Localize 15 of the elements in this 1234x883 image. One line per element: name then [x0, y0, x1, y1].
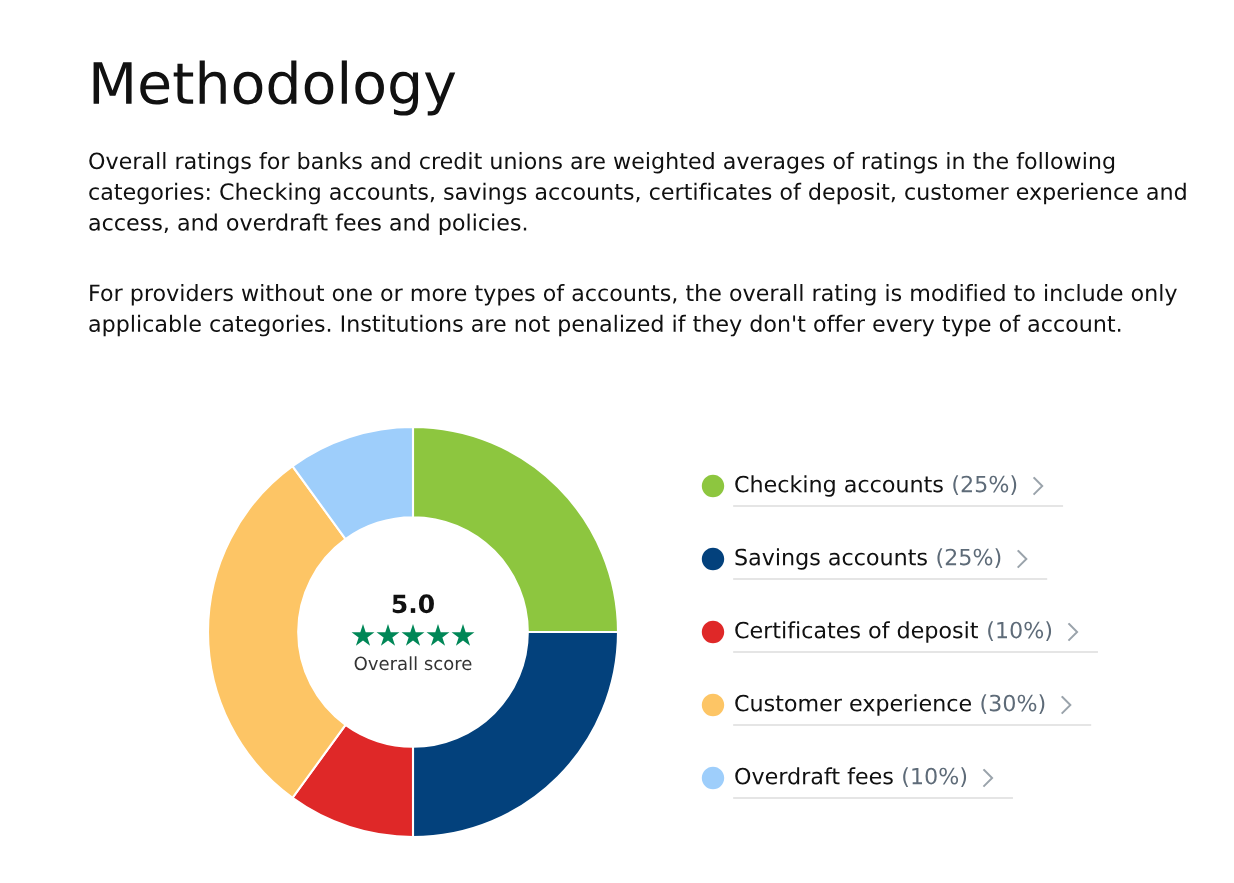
text: For providers without one or more types of accounts, the overall rating is modified to include only applicable categories. Institutions are not penalized if they don't offer every type of account.	[89, 284, 1177, 337]
legend-label: Certificates of deposit	[735, 621, 978, 643]
data-label: (25%)	[953, 475, 1017, 496]
legend-label: Savings accounts	[735, 548, 927, 570]
legend-label: Overdraft fees	[735, 767, 893, 785]
data-label: (30%)	[981, 694, 1045, 715]
chart-subtitle: Overall ratings for banks and credit unions are weighted averages of ratings in the following categories: Checking accounts, savings accounts, certificates of deposit, customer experience and access, and overdraft fees and policies.	[89, 152, 1186, 236]
legend-label: Checking accounts	[735, 475, 943, 497]
data-label: (10%)	[988, 621, 1052, 642]
text: Overall score	[354, 656, 472, 671]
legend-label: Customer experience	[735, 694, 971, 716]
data-label: (25%)	[937, 548, 1001, 569]
chart-title: Methodology	[93, 60, 456, 116]
text: 5.0	[392, 594, 434, 614]
data-label: (10%)	[903, 767, 967, 788]
